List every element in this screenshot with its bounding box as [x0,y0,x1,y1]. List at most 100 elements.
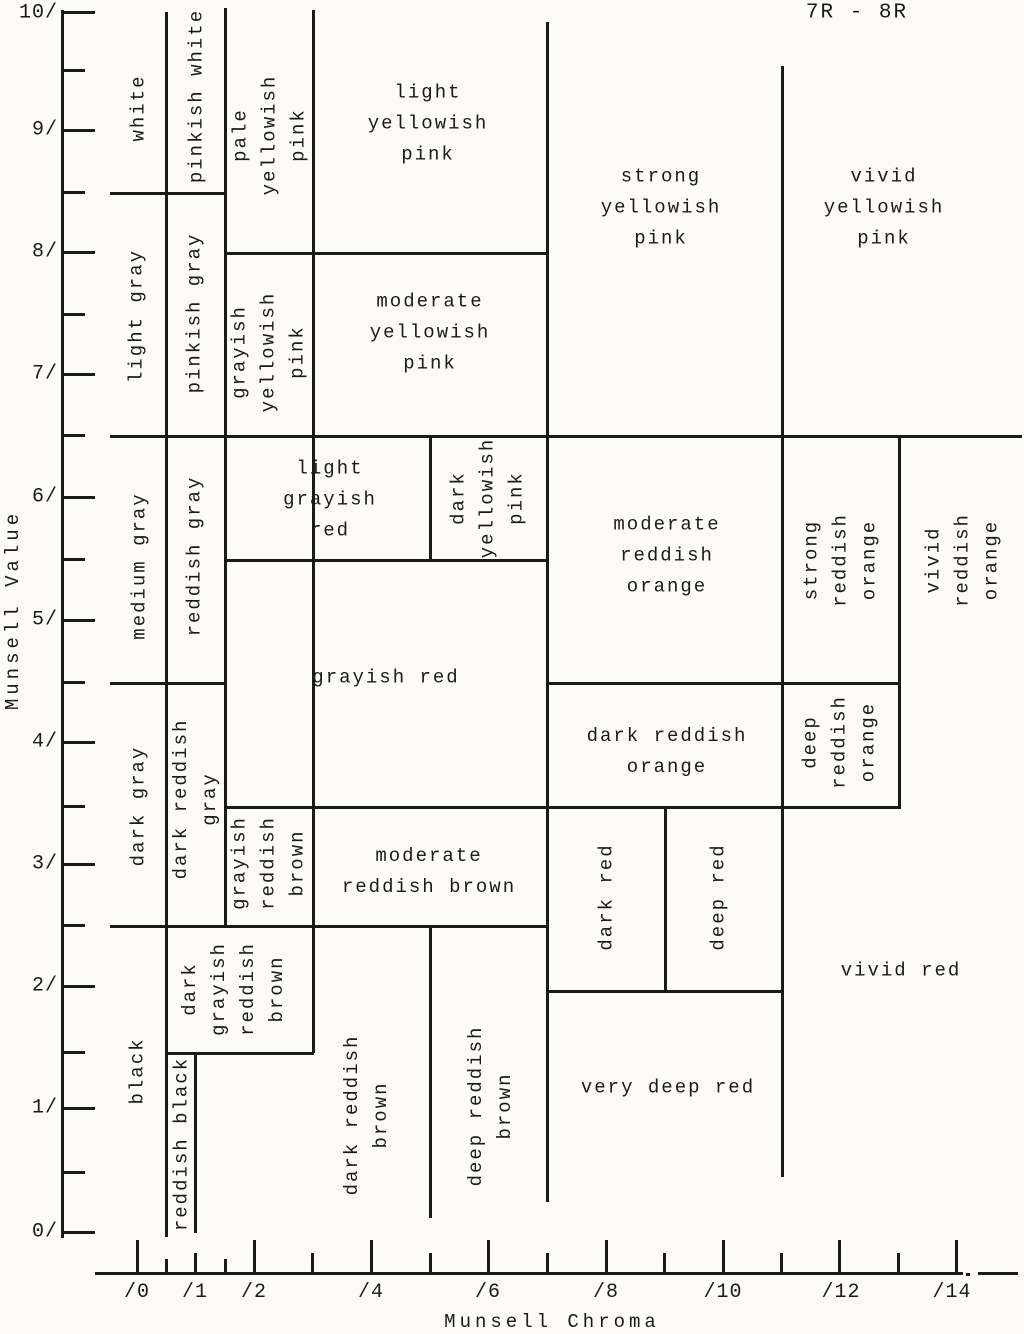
boundary-line [110,435,1022,438]
label-line: grayish [228,305,251,399]
label-line: brown [286,829,309,897]
label-line: deep red [707,843,730,951]
region-label-medium-gray: medium gray [126,492,155,639]
region-label-dark-reddish-gray: dark reddish gray [167,719,225,880]
label-line: pinkish white [185,8,208,184]
tick-mark [955,1240,958,1274]
label-line: orange [980,519,1003,601]
region-label-deep-reddish-orange: deep reddish orange [797,695,884,789]
region-label-dark-yellowish-pink: dark yellowish pink [445,438,532,559]
region-label-grayish-reddish-brown: grayish reddish brown [226,816,313,910]
label-line: grayish [228,816,251,910]
label-line: pink [634,227,688,250]
y-tick-label: 5/ [31,608,58,632]
label-line: orange [857,701,880,783]
x-tick-label: /1 [181,1281,209,1304]
region-label-reddish-black: reddish black [168,1057,197,1231]
label-line: yellowish [258,74,281,196]
region-label-dark-reddish-brown: dark reddish brown [338,1035,396,1196]
region-label-black: black [124,1037,153,1104]
tick-mark [62,251,95,254]
tick-mark [62,1051,85,1054]
label-line: brown [494,1072,516,1140]
boundary-line [110,682,227,685]
label-line: dark gray [127,745,150,867]
label-line: reddish [828,695,851,789]
tick-mark [546,1253,549,1274]
tick-mark [224,1259,227,1274]
tick-mark [194,1253,197,1274]
x-axis-line [966,1273,970,1276]
label-line: reddish [257,816,280,910]
tick-mark [311,1253,314,1274]
label-line: white [127,74,150,142]
tick-mark [62,373,95,376]
region-label-very-deep-red: very deep red [581,1073,755,1104]
label-line: reddish brown [341,876,517,898]
label-line: pink [286,325,309,379]
boundary-line [429,925,432,1218]
boundary-line [225,559,549,562]
boundary-line [312,10,315,1053]
label-line: dark reddish [341,1034,363,1196]
region-label-light-yellowish-pink: light yellowish pink [368,78,489,171]
label-line: grayish [283,488,377,511]
region-label-moderate-reddish-orange: moderate reddish orange [613,510,720,603]
region-label-vivid-yellowish-pink: vivid yellowish pink [824,162,945,255]
boundary-line [546,990,784,993]
boundary-line [781,66,784,1177]
label-line: grayish [208,942,230,1036]
region-label-dark-reddish-orange: dark reddish orange [587,721,748,783]
x-axis-line [978,1272,1018,1275]
boundary-line [546,22,549,1202]
y-tick-label: 7/ [31,362,58,386]
label-line: light [296,457,364,480]
label-line: yellowish [823,196,945,219]
tick-mark [62,191,85,194]
label-line: very deep red [580,1076,756,1099]
label-line: grayish red [312,666,460,689]
y-tick-label: 10/ [18,1,58,25]
tick-mark [62,1107,95,1110]
label-line: vivid [850,165,918,188]
label-line: reddish [237,942,259,1036]
label-line: gray [199,772,221,826]
region-label-moderate-yellowish-pink: moderate yellowish pink [370,287,491,380]
label-line: reddish [620,544,714,567]
tick-mark [62,681,85,684]
boundary-line [429,435,432,560]
region-label-pale-yellowish-pink: pale yellowish pink [227,75,314,196]
region-label-strong-reddish-orange: strong reddish orange [798,513,885,607]
label-line: dark red [595,843,618,951]
tick-mark [663,1253,666,1274]
boundary-line [664,806,667,992]
label-line: dark [447,471,470,525]
label-line: yellowish [369,321,491,344]
x-tick-label: /2 [240,1281,268,1304]
tick-mark [62,924,85,927]
tick-mark [62,863,95,866]
x-tick-label: /10 [703,1281,743,1304]
region-label-pinkish-gray: pinkish gray [181,233,210,394]
tick-mark [429,1253,432,1274]
label-line: red [309,519,351,542]
y-tick-label: 3/ [31,852,58,876]
tick-mark [62,619,95,622]
label-line: vivid red [840,959,962,982]
label-line: pink [857,227,911,250]
tick-mark [605,1240,608,1274]
label-line: dark reddish [586,725,748,747]
label-line: dark reddish [170,718,192,880]
boundary-line [898,437,901,807]
label-line: pink [287,108,310,162]
region-label-light-gray: light gray [123,249,152,383]
tick-mark [165,1259,168,1274]
tick-mark [62,313,85,316]
tick-mark [62,805,85,808]
region-label-deep-red: deep red [705,843,734,950]
label-line: orange [858,519,881,601]
region-label-grayish-red: grayish red [312,663,459,694]
label-line: yellowish [257,291,280,413]
label-line: dark [179,962,201,1016]
tick-mark [487,1240,490,1274]
